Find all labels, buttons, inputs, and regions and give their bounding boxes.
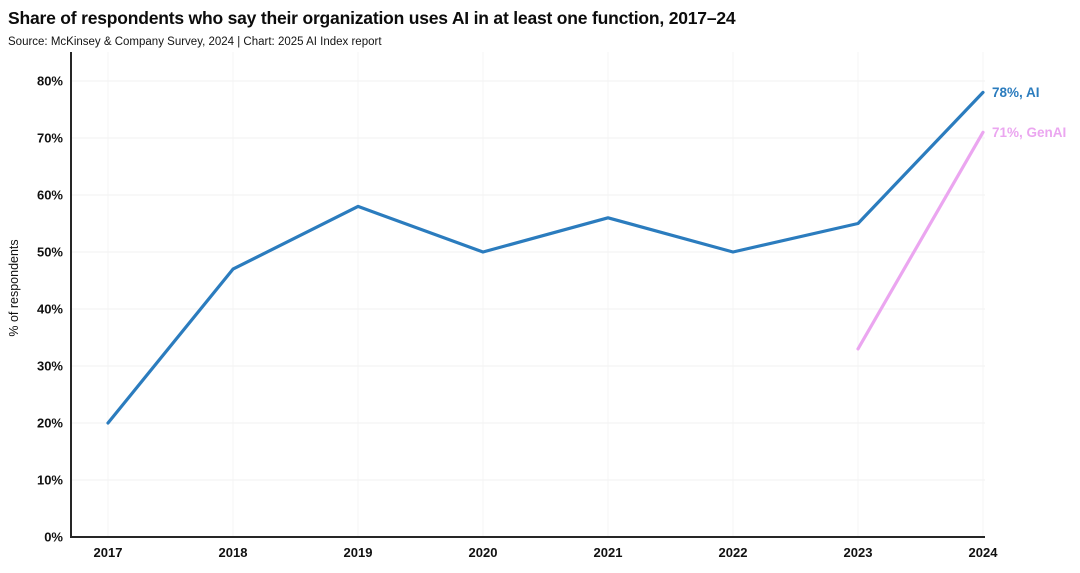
x-tick-label: 2019 [344, 545, 373, 560]
ai-end-label: 78%, AI [992, 85, 1040, 100]
y-tick-label: 10% [37, 473, 63, 488]
y-tick-label: 60% [37, 188, 63, 203]
genai-end-label: 71%, GenAI [992, 125, 1066, 140]
y-tick-label: 0% [44, 530, 63, 545]
x-tick-label: 2023 [844, 545, 873, 560]
y-axis-title: % of respondents [7, 239, 21, 336]
plot-area: 0% 10% 20% 30% 40% 50% 60% 70% 80% 2017 2018 2019 20… [7, 52, 1066, 560]
y-tick-label: 70% [37, 131, 63, 146]
x-tick-label: 2022 [719, 545, 748, 560]
ai-line [106, 90, 985, 425]
y-tick-label: 80% [37, 74, 63, 89]
genai-line [856, 130, 985, 351]
chart-title: Share of respondents who say their organ… [8, 8, 736, 28]
y-tick-label: 40% [37, 302, 63, 317]
chart-source: Source: McKinsey & Company Survey, 2024 … [8, 36, 382, 48]
x-tick-label: 2018 [219, 545, 248, 560]
y-tick-label: 20% [37, 416, 63, 431]
x-tick-label: 2021 [594, 545, 623, 560]
x-tick-label: 2024 [969, 545, 999, 560]
x-tick-label: 2020 [469, 545, 498, 560]
y-tick-label: 30% [37, 359, 63, 374]
y-tick-label: 50% [37, 245, 63, 260]
x-tick-label: 2017 [94, 545, 123, 560]
